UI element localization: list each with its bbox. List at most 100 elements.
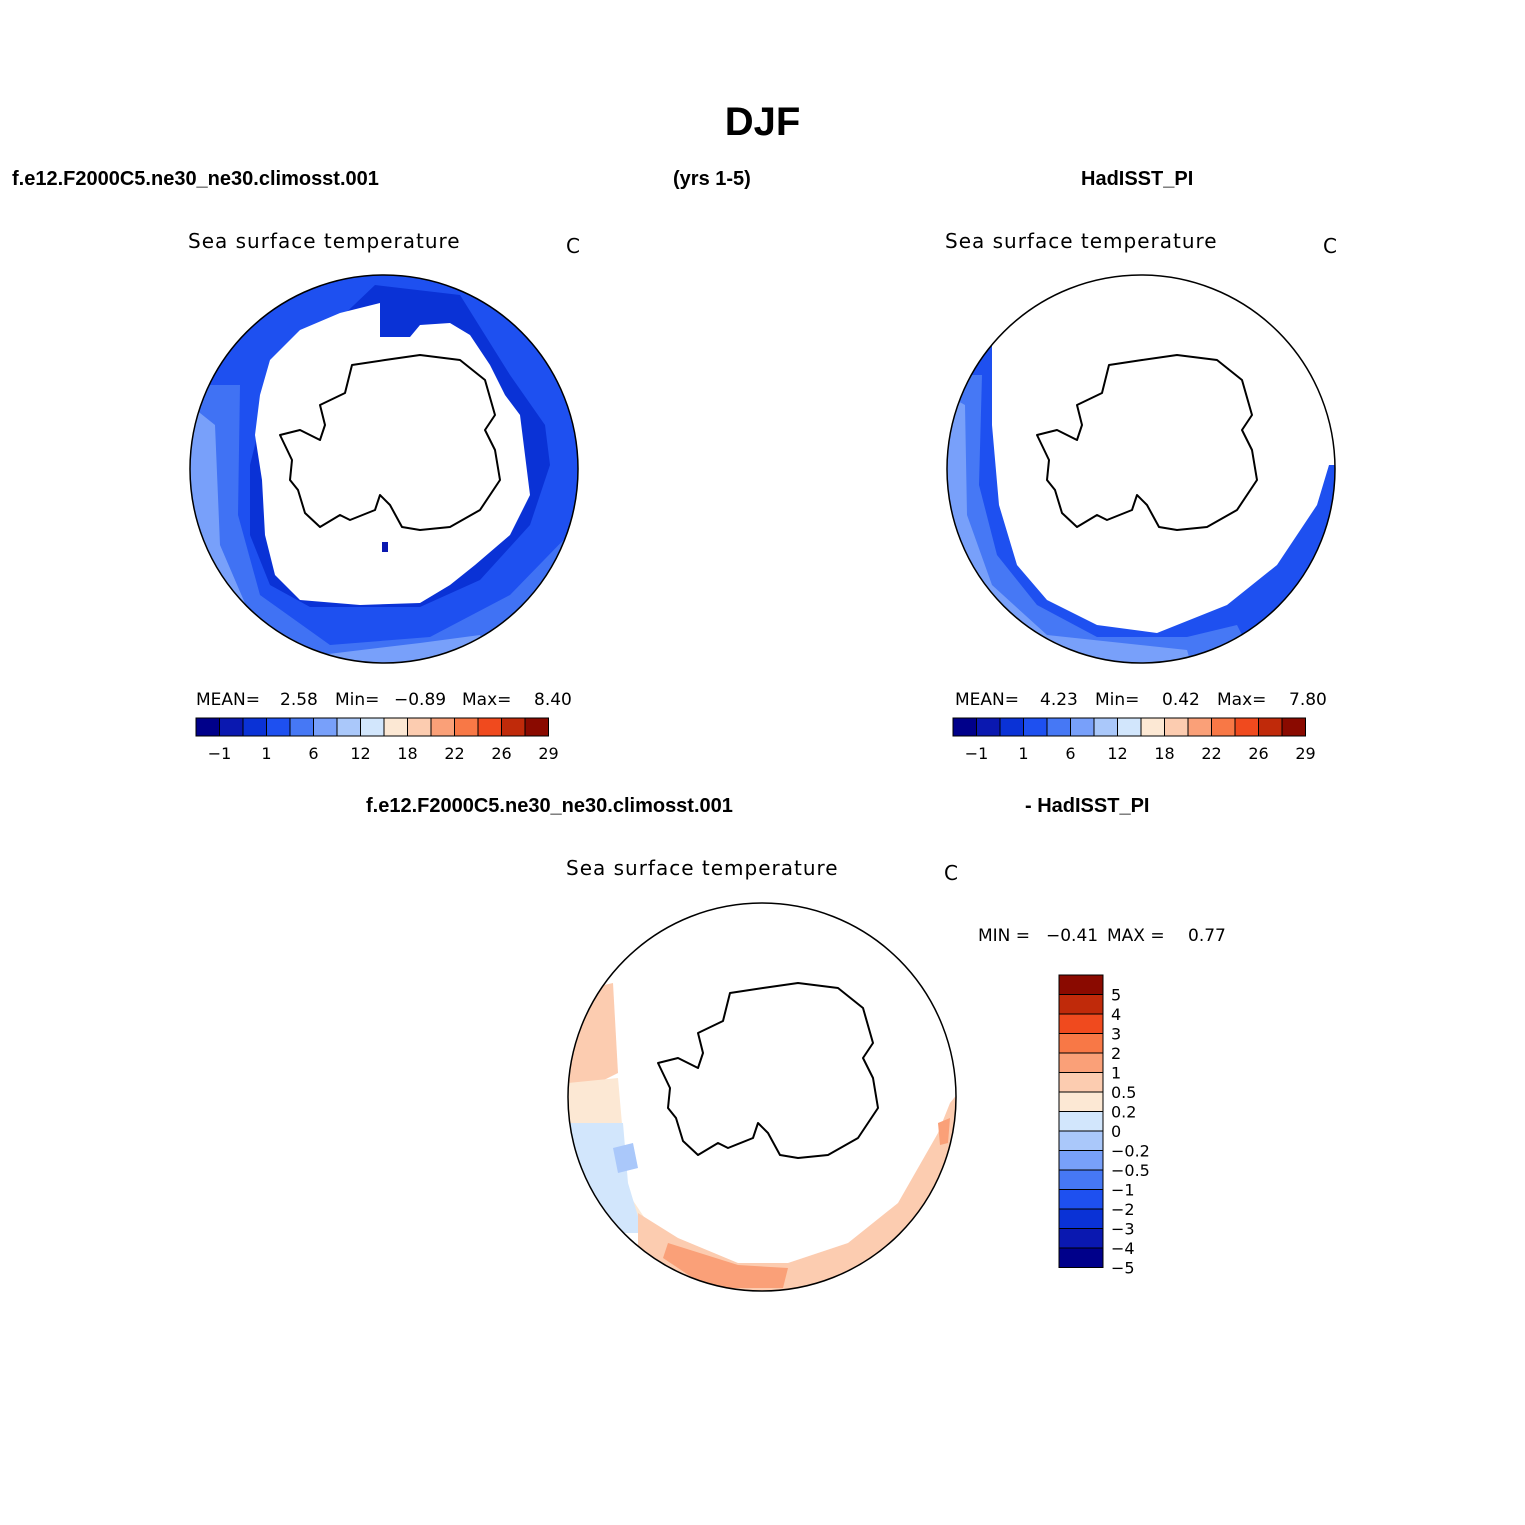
- panel1-min-label: Min=: [335, 690, 380, 710]
- panel2-colorbar-tick-label: 18: [1154, 744, 1174, 763]
- panel2-title: Sea surface temperature: [945, 229, 1218, 253]
- panel3-colorbar-tick-label: −3: [1111, 1220, 1135, 1239]
- panel2-colorbar-tick-label: 1: [1018, 744, 1028, 763]
- panel3-max-value: 0.77: [1188, 926, 1226, 946]
- panel2-colorbar-swatch: [1023, 717, 1048, 737]
- panel1-antarctica: [279, 354, 501, 531]
- panel1-colorbar-swatch: [477, 717, 502, 737]
- panel2-colorbar-swatch: [1281, 717, 1306, 737]
- panel1-colorbar-swatch: [430, 717, 455, 737]
- panel2-warm-band: [947, 375, 1267, 663]
- panel1-colorbar-swatch: [313, 717, 338, 737]
- panel3-colorbar-swatch: [1058, 1150, 1104, 1171]
- panel3-min-value: −0.41: [1046, 926, 1099, 946]
- panel1-max-value: 8.40: [534, 690, 572, 710]
- panel3-colorbar-swatch: [1058, 1091, 1104, 1112]
- panel1-colorbar-swatch: [195, 717, 220, 737]
- panel3-min-label: MIN =: [978, 926, 1031, 946]
- panel2-colorbar-swatch: [1093, 717, 1118, 737]
- panel1-colorbar-tick-label: 29: [538, 744, 558, 763]
- case-name-label: f.e12.F2000C5.ne30_ne30.climosst.001: [12, 168, 379, 190]
- panel3-colorbar-tick-label: −5: [1111, 1259, 1135, 1278]
- obs-name-label: HadISST_PI: [1081, 168, 1194, 190]
- panel2-colorbar-tick-label: 22: [1201, 744, 1221, 763]
- panel2-colorbar-swatch: [1187, 717, 1212, 737]
- panel1-min-value: −0.89: [394, 690, 447, 710]
- panel3-warm-anomaly-west: [568, 983, 618, 1093]
- diff-case-name-label: f.e12.F2000C5.ne30_ne30.climosst.001: [366, 795, 733, 817]
- panel2-colorbar-swatch: [999, 717, 1024, 737]
- panel1-map: [189, 274, 579, 664]
- panel1-colorbar-tick-label: 26: [491, 744, 511, 763]
- panel1-colorbar-swatch: [242, 717, 267, 737]
- panel2-colorbar-swatch: [952, 717, 977, 737]
- panel1-colorbar-tick-label: 12: [350, 744, 370, 763]
- panel2-colorbar-swatch: [1046, 717, 1071, 737]
- panel2-colorbar-tick-label: 29: [1295, 744, 1315, 763]
- panel1-cold-spot: [382, 542, 388, 552]
- panel2-min-value: 0.42: [1162, 690, 1200, 710]
- panel3-colorbar-swatch: [1058, 1013, 1104, 1034]
- panel3-colorbar-tick-label: 0.2: [1111, 1103, 1136, 1122]
- panel3-colorbar-swatch: [1058, 1033, 1104, 1054]
- figure-title: DJF: [724, 100, 801, 144]
- panel3-units: C: [944, 861, 958, 885]
- panel1-colorbar-tick-label: 18: [397, 744, 417, 763]
- panel3-colorbar-swatch: [1058, 974, 1104, 995]
- panel3-colorbar-tick-label: 1: [1111, 1064, 1121, 1083]
- panel2-mean-label: MEAN=: [955, 690, 1019, 710]
- panel3-colorbar-swatch: [1058, 1052, 1104, 1073]
- panel3-colorbar-tick-label: 0: [1111, 1122, 1121, 1141]
- panel3-max-label: MAX =: [1107, 926, 1165, 946]
- panel2-max-value: 7.80: [1289, 690, 1327, 710]
- panel3-colorbar-tick-label: 3: [1111, 1025, 1121, 1044]
- panel1-colorbar-swatch: [501, 717, 526, 737]
- panel3-colorbar-swatch: [1058, 994, 1104, 1015]
- panel1-colorbar-tick-label: 1: [261, 744, 271, 763]
- panel2-colorbar-swatch: [1070, 717, 1095, 737]
- panel2-antarctica: [1036, 354, 1258, 531]
- panel2-colorbar-swatch: [1211, 717, 1236, 737]
- panel1-colorbar-swatch: [383, 717, 408, 737]
- panel2-colorbar-tick-label: 26: [1248, 744, 1268, 763]
- panel3-map: [567, 902, 957, 1292]
- panel3-colorbar-tick-label: −1: [1111, 1181, 1135, 1200]
- panel3-colorbar-swatch: [1058, 1247, 1104, 1268]
- panel2-min-label: Min=: [1095, 690, 1140, 710]
- panel3-cool-spot: [613, 1143, 638, 1173]
- panel3-title: Sea surface temperature: [566, 856, 839, 880]
- panel3-colorbar-tick-label: −0.5: [1111, 1161, 1150, 1180]
- panel3-colorbar-swatch: [1058, 1169, 1104, 1190]
- panel3-colorbar-tick-label: 2: [1111, 1044, 1121, 1063]
- panel1-mean-label: MEAN=: [196, 690, 260, 710]
- panel1-colorbar: −1 1 6 12 18 22 26 29: [195, 717, 559, 763]
- panel3-colorbar-swatch: [1058, 1111, 1104, 1132]
- panel1-colorbar-tick-label: −1: [208, 744, 232, 763]
- panel3-colorbar-tick-label: −2: [1111, 1200, 1135, 1219]
- panel2-map: [946, 274, 1336, 664]
- panel3-antarctica: [657, 982, 879, 1159]
- panel2-mean-value: 4.23: [1040, 690, 1078, 710]
- panel2-colorbar-swatch: [1164, 717, 1189, 737]
- diff-obs-name-label: - HadISST_PI: [1025, 795, 1150, 817]
- panel3-colorbar-tick-label: −4: [1111, 1239, 1135, 1258]
- panel2-colorbar-swatch: [1258, 717, 1283, 737]
- panel1-colorbar-swatch: [407, 717, 432, 737]
- panel1-colorbar-swatch: [266, 717, 291, 737]
- panel3-colorbar-swatch: [1058, 1130, 1104, 1151]
- panel2-units: C: [1323, 234, 1337, 258]
- panel1-units: C: [566, 234, 580, 258]
- panel3-colorbar-swatch: [1058, 1228, 1104, 1249]
- panel3-warm-spots: [663, 1243, 788, 1288]
- panel3-colorbar-tick-label: 5: [1111, 986, 1121, 1005]
- panel2-ocean-field: [947, 345, 1335, 663]
- panel2-colorbar-tick-label: 6: [1065, 744, 1075, 763]
- years-label: (yrs 1-5): [673, 168, 751, 190]
- panel1-colorbar-tick-label: 22: [444, 744, 464, 763]
- panel1-colorbar-swatch: [524, 717, 549, 737]
- panel2-colorbar-swatch: [1117, 717, 1142, 737]
- panel2-colorbar-tick-label: 12: [1107, 744, 1127, 763]
- panel1-colorbar-swatch: [454, 717, 479, 737]
- panel3-warm-spot-east: [938, 1118, 950, 1145]
